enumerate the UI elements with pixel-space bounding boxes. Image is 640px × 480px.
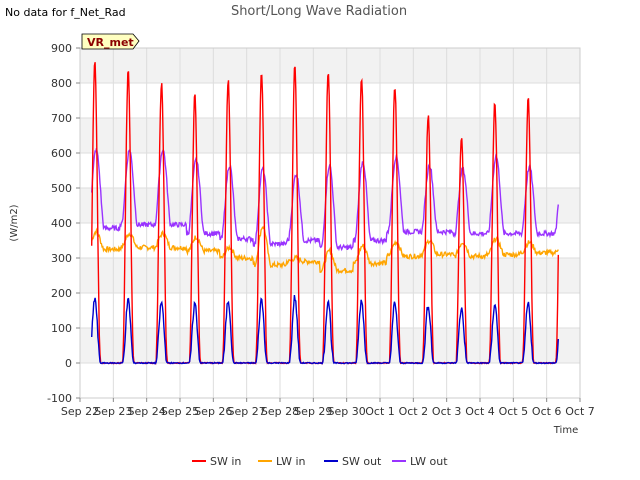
x-axis-label: Time: [553, 425, 578, 436]
x-tick-label: Sep 27: [228, 405, 266, 418]
legend-label: LW out: [410, 455, 448, 468]
y-tick-label: 800: [51, 77, 72, 90]
y-tick-label: 100: [51, 322, 72, 335]
badge-shape: [81, 33, 140, 50]
y-tick-labels: -100 0 100 200 300 400 500 600 700 800 900: [47, 42, 80, 405]
y-tick-label: 200: [51, 287, 72, 300]
plot-band: [80, 328, 580, 363]
x-tick-label: Oct 7: [565, 405, 595, 418]
plot-band: [80, 363, 580, 398]
legend-label: LW in: [276, 455, 306, 468]
x-tick-label: Sep 29: [294, 405, 332, 418]
x-tick-label: Oct 2: [399, 405, 429, 418]
y-tick-label: 0: [65, 357, 72, 370]
y-tick-label: 400: [51, 217, 72, 230]
y-tick-label: 500: [51, 182, 72, 195]
y-tick-label: -100: [47, 392, 72, 405]
x-tick-label: Sep 23: [94, 405, 132, 418]
legend-label: SW in: [210, 455, 241, 468]
plot-band: [80, 258, 580, 293]
vr-met-badge: VR_met: [81, 33, 140, 50]
x-tick-label: Sep 22: [61, 405, 99, 418]
x-tick-label: Sep 30: [328, 405, 366, 418]
x-tick-label: Oct 5: [499, 405, 529, 418]
y-tick-label: 300: [51, 252, 72, 265]
x-tick-label: Oct 6: [532, 405, 562, 418]
y-tick-label: 900: [51, 42, 72, 55]
y-tick-label: 700: [51, 112, 72, 125]
series-lines: [91, 62, 559, 366]
y-axis-label: (W/m2): [9, 204, 20, 241]
x-tick-label: Sep 26: [194, 405, 232, 418]
x-tick-label: Oct 3: [432, 405, 462, 418]
badge-label: VR_met: [87, 36, 134, 49]
no-data-note: No data for f_Net_Rad: [5, 6, 126, 19]
series-line-sw-out: [91, 295, 559, 365]
legend: SW in LW in SW out LW out: [192, 455, 448, 468]
x-tick-label: Oct 1: [365, 405, 395, 418]
x-tick-label: Sep 24: [128, 405, 166, 418]
x-tick-label: Oct 4: [465, 405, 495, 418]
x-tick-label: Sep 28: [261, 405, 299, 418]
y-tick-label: 600: [51, 147, 72, 160]
x-tick-label: Sep 25: [161, 405, 199, 418]
plot-band: [80, 48, 580, 83]
chart-title: Short/Long Wave Radiation: [231, 4, 407, 19]
legend-label: SW out: [342, 455, 382, 468]
